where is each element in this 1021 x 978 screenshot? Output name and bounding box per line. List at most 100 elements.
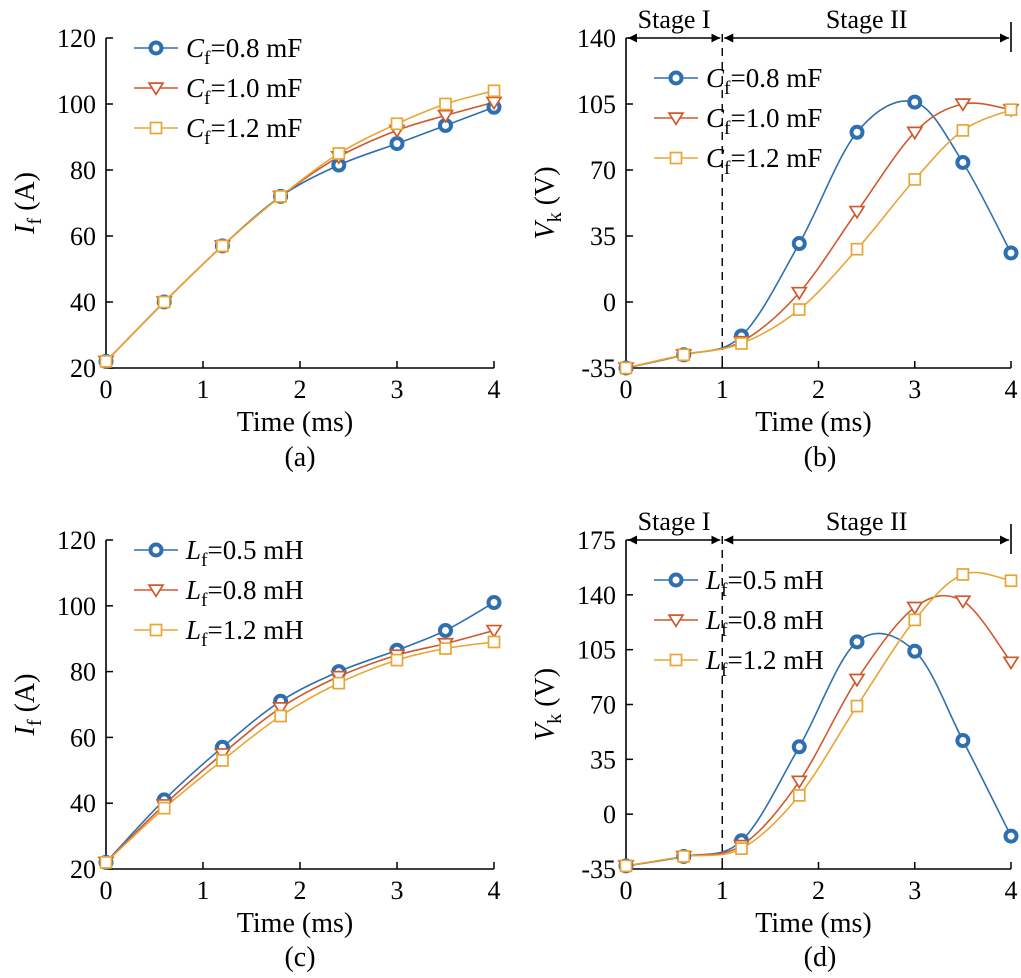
y-tick-label: 105 — [577, 636, 616, 665]
y-tick-label: 100 — [57, 90, 96, 119]
y-tick-label: 105 — [577, 90, 616, 119]
series-1-point — [438, 622, 453, 638]
legend-label-3: Cf=1.2 mF — [186, 113, 302, 149]
series-3-point — [1004, 574, 1018, 588]
y-tick-label: 60 — [70, 222, 96, 251]
series-2-point — [848, 673, 866, 688]
y-axis-label: If (A) — [10, 674, 46, 737]
legend-marker — [148, 40, 164, 56]
series-3-point — [735, 842, 748, 855]
stage-2-label: Stage II — [826, 5, 908, 34]
series-line-2 — [105, 629, 495, 863]
series-3-point — [619, 361, 633, 375]
series-2-point — [848, 205, 866, 220]
series-3-point — [735, 337, 748, 350]
y-tick-label: 40 — [70, 789, 96, 818]
y-tick-label: 80 — [70, 658, 96, 687]
legend-marker — [149, 121, 163, 135]
series-1-point — [486, 595, 502, 611]
y-tick-label: 70 — [590, 691, 616, 720]
legend-marker — [149, 623, 163, 637]
series-1-point — [907, 94, 923, 110]
series-3-point — [274, 190, 287, 203]
y-tick-label: -35 — [581, 354, 616, 383]
legend-label-2: Lf=0.8 mH — [185, 575, 304, 611]
x-tick-label: 1 — [716, 876, 729, 905]
series-3-point — [332, 147, 346, 160]
panel-caption: (b) — [804, 442, 837, 473]
y-tick-label: 70 — [590, 156, 616, 185]
series-3-point — [390, 117, 404, 131]
stage-2-label: Stage II — [826, 507, 908, 536]
y-tick-label: 20 — [70, 354, 96, 383]
legend-label-1: Lf=0.5 mH — [705, 565, 824, 601]
stage-1-label: Stage I — [638, 5, 711, 34]
series-2-point — [790, 286, 808, 301]
series-1-point — [955, 154, 971, 170]
series-3-point — [216, 754, 229, 767]
series-3-point — [908, 613, 922, 627]
panel-a: 0 1 2 3 4 20 40 60 80 100 120 Time (ms) If (A) (a) Cf=… — [10, 24, 503, 473]
legend-marker — [669, 151, 683, 165]
series-3-point — [157, 801, 171, 815]
x-tick-label: 0 — [620, 876, 633, 905]
x-tick-label: 3 — [908, 375, 921, 404]
y-tick-label: 60 — [70, 723, 96, 752]
series-1-point — [1003, 828, 1019, 844]
x-tick-label: 4 — [1005, 876, 1018, 905]
y-tick-label: 175 — [577, 526, 616, 555]
y-tick-label: 40 — [70, 288, 96, 317]
y-tick-label: -35 — [581, 855, 616, 884]
series-3-point — [619, 859, 633, 873]
x-tick-label: 2 — [812, 876, 825, 905]
x-axis-label: Time (ms) — [755, 407, 871, 438]
series-line-2 — [625, 594, 1012, 867]
y-tick-label: 35 — [590, 745, 616, 774]
stage-1-label: Stage I — [638, 507, 711, 536]
panel-c: 0 1 2 3 4 20 40 60 80 100 120 Time (ms) If (A) (c) Lf=… — [10, 526, 503, 973]
legend-marker — [147, 82, 165, 96]
x-tick-label: 0 — [100, 375, 113, 404]
y-tick-label: 80 — [70, 156, 96, 185]
series-2-point — [485, 96, 503, 111]
series-3-point — [956, 124, 970, 137]
x-tick-label: 3 — [391, 375, 404, 404]
legend-marker — [668, 70, 684, 86]
legend-label-1: Cf=0.8 mF — [706, 63, 822, 99]
series-2-point — [906, 601, 924, 616]
x-tick-label: 2 — [294, 876, 307, 905]
series-3-point — [792, 303, 806, 316]
y-tick-label: 35 — [590, 222, 616, 251]
series-1-point — [849, 124, 865, 140]
series-1-point — [955, 733, 971, 749]
y-tick-label: 0 — [603, 800, 616, 829]
legend-label-3: Lf=1.2 mH — [705, 645, 824, 681]
series-3-point — [487, 84, 501, 98]
x-tick-label: 0 — [620, 375, 633, 404]
y-axis-label: Vk (V) — [530, 166, 566, 239]
series-2-point — [485, 624, 503, 639]
series-3-point — [439, 642, 452, 655]
legend-marker — [668, 572, 684, 588]
series-3-point — [677, 348, 691, 362]
series-1-point — [791, 236, 807, 252]
series-3-point — [99, 355, 113, 368]
legend-label-2: Cf=1.0 mF — [186, 73, 302, 109]
legend-label-1: Lf=0.5 mH — [185, 535, 304, 571]
y-tick-label: 140 — [577, 24, 616, 53]
series-3-point — [677, 850, 691, 863]
y-axis-label: If (A) — [10, 172, 46, 235]
legend-label-3: Cf=1.2 mF — [706, 143, 822, 179]
series-line-1 — [105, 106, 495, 362]
x-tick-label: 1 — [197, 375, 210, 404]
series-3-point — [487, 635, 501, 649]
series-1-point — [849, 634, 865, 650]
series-3-point — [390, 653, 404, 667]
x-axis-label: Time (ms) — [237, 908, 353, 939]
legend-marker — [667, 112, 685, 126]
series-line-3 — [105, 641, 495, 863]
y-tick-label: 100 — [57, 592, 96, 621]
x-tick-label: 1 — [197, 876, 210, 905]
series-3-point — [216, 239, 229, 253]
x-tick-label: 1 — [716, 375, 729, 404]
